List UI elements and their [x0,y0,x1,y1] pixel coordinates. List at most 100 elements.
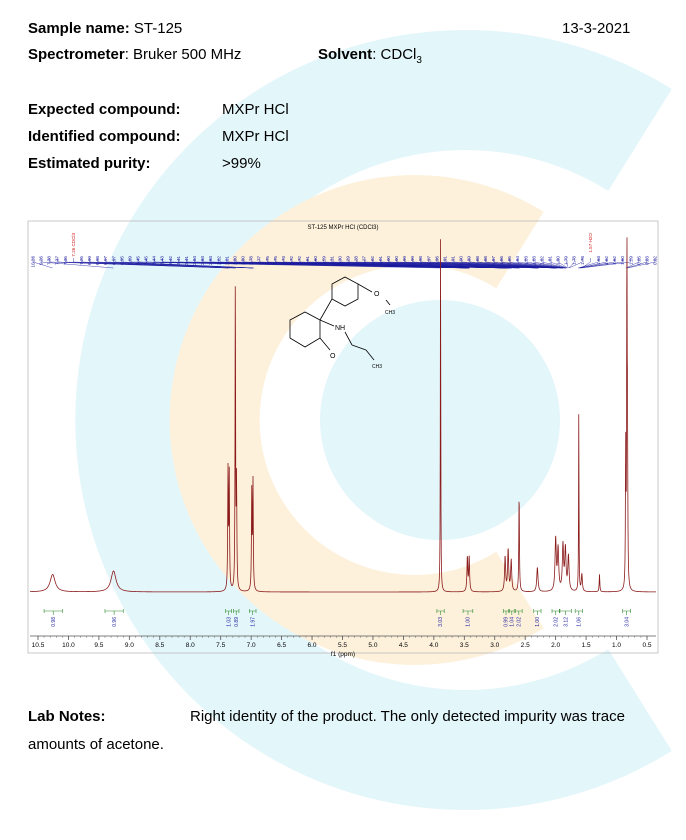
expected-compound-value: MXPr HCl [222,101,289,118]
x-tick-label: 3.5 [460,642,469,649]
integral-value: 3.04 [624,617,630,627]
peak-label-connector [579,258,623,269]
lab-notes-label: Lab Notes: [28,708,106,725]
peak-label-connector [129,258,441,269]
peak-label: 1.57 H2O [588,233,593,253]
integral-value: 1.06 [576,617,582,627]
peak-label-connector [549,258,568,269]
peak-label-connector [568,258,583,269]
peak-label-connector [81,258,236,269]
integral-value: 1.97 [250,617,256,627]
integral-value: 0.89 [234,617,240,627]
integral-bracket [104,609,124,615]
benzene-ring [331,276,359,307]
integral-value: 1.03 [226,617,232,627]
integral-bracket [462,609,474,615]
peak-label-connector [533,258,567,269]
x-axis-label: f1 (ppm) [331,651,355,658]
solvent-value: : CDCl [372,46,417,63]
x-tick-label: 2.0 [551,642,560,649]
peak-label-connector [32,258,53,269]
x-tick-label: 9.5 [94,642,103,649]
integral-value: 3.12 [563,617,569,627]
peak-label-connector [525,258,567,269]
spectrometer-label: Spectrometer [28,46,125,63]
expected-compound-label: Expected compound: [28,101,181,118]
integral-bracket [533,609,542,615]
integral-value: 3.03 [438,617,444,627]
x-tick-label: 4.0 [429,642,438,649]
integral-bracket [574,609,583,615]
integral-value: 0.99 [504,617,510,627]
spectrum-title: ST-125 MXPr HCl (CDCl3) [307,225,378,231]
integral-bracket [233,609,240,615]
integral-value: 2.02 [553,617,559,627]
x-tick-label: 3.0 [490,642,499,649]
peak-label-connector [580,258,631,269]
peak-label-connector [363,258,540,269]
estimated-purity-value: >99% [222,155,261,172]
integral-bracket [509,609,515,615]
peak-label-connector [493,258,564,269]
x-tick-label: 6.0 [308,642,317,649]
sample-name-value: ST-125 [133,20,183,37]
structure-o-methoxy: O [374,291,380,298]
integral-bracket [43,609,63,615]
integral-bracket [502,609,510,615]
molecule-structure [289,276,391,361]
peak-label-connector [501,258,565,269]
peak-label-connector [625,258,640,269]
spectrum-trace [29,237,656,593]
structure-ch3-propyl: CH3 [372,364,382,370]
integral-bracket [436,609,445,615]
peak-label-connector [186,258,470,269]
integral-value: 1.00 [466,617,472,627]
integral-value: 1.00 [535,617,541,627]
peak-label-connector [299,258,512,269]
x-tick-label: 10.0 [62,642,75,649]
integral-value: 2.02 [517,617,523,627]
peak-label-connector [121,258,255,269]
peak-label-connector [541,258,567,269]
x-tick-label: 9.0 [125,642,134,649]
x-tick-label: 1.5 [582,642,591,649]
x-tick-label: 5.0 [368,642,377,649]
integral-bracket [551,609,560,615]
spectrometer: Spectrometer: Bruker 500 MHz [28,46,241,63]
spectrometer-value: : Bruker 500 MHz [124,46,242,63]
solvent-label: Solvent [318,46,373,63]
sample-name-label: Sample name: [28,20,130,37]
solvent-subscript: 3 [416,55,422,66]
peak-label-connector [517,258,566,269]
x-tick-label: 7.0 [247,642,256,649]
integral-value: 0.98 [51,617,57,627]
peak-label-connector [626,258,648,269]
integral-value: 0.96 [112,617,118,627]
peak-label-connector [509,258,565,269]
identified-compound-value: MXPr HCl [222,128,289,145]
lab-notes-line-2: amounts of acetone. [28,736,164,753]
identified-compound-label: Identified compound: [28,128,181,145]
peak-label-connector [485,258,563,269]
report-date: 13-3-2021 [562,20,631,37]
peak-label-connector [469,258,563,269]
x-tick-label: 10.5 [32,642,45,649]
structure-ch3-methoxy: CH3 [385,310,395,316]
cyclohexanone-ring [289,311,321,348]
integral-bracket [559,609,572,615]
peak-label-connector [578,258,599,269]
integral-bracket [225,609,232,615]
peak-label-connector [627,258,656,269]
peak-label: 7.26 CDCl3 [71,233,76,257]
x-tick-label: 4.5 [399,642,408,649]
peak-label-connector [568,258,575,269]
x-tick-label: 8.5 [155,642,164,649]
x-tick-label: 7.5 [216,642,225,649]
integral-value: 1.04 [510,617,516,627]
peak-label-connector [477,258,563,269]
x-tick-label: 1.0 [612,642,621,649]
x-tick-label: 0.5 [642,642,651,649]
spectrum-frame [27,220,659,654]
x-tick-label: 5.5 [338,642,347,649]
